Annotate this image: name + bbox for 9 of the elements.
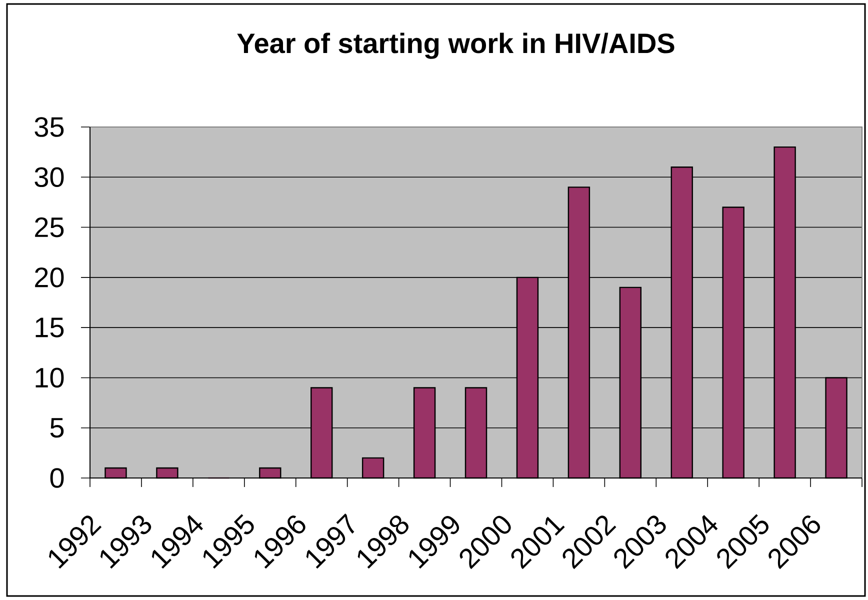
y-tick-label: 5	[50, 418, 64, 438]
chart-title: Year of starting work in HIV/AIDS	[237, 32, 674, 59]
y-tick-label: 35	[34, 117, 64, 137]
y-tick-label: 0	[50, 468, 64, 488]
y-tick-label: 20	[35, 268, 64, 288]
y-tick-label: 15	[36, 318, 64, 338]
y-tick-label: 30	[34, 167, 64, 188]
y-tick-label: 25	[35, 217, 64, 238]
y-tick-label: 10	[36, 368, 64, 388]
